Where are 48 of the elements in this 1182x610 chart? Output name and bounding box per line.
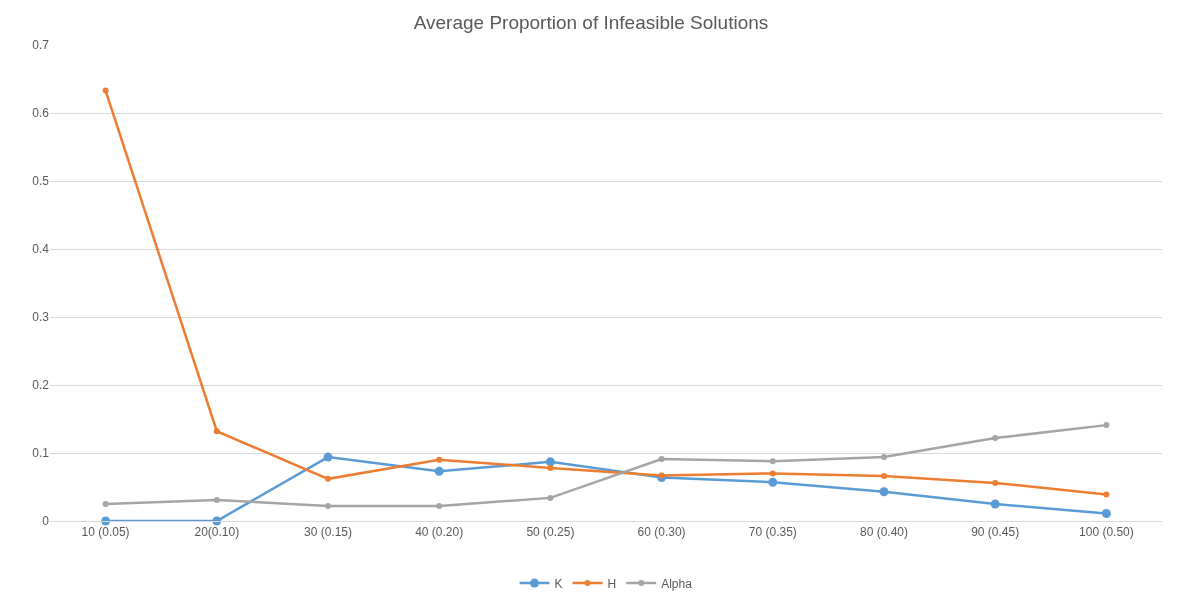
x-tick-label: 30 (0.15) [303,525,353,540]
point [879,487,889,497]
point [213,496,220,503]
point [881,454,887,461]
point [1101,509,1111,519]
x-tick-label: 70 (0.35) [748,525,797,540]
x-tick-label: 20(0.10) [194,525,240,540]
point [436,456,443,463]
point [768,477,778,487]
point [1103,491,1110,498]
legend-label: Alpha [661,576,693,591]
x-tick-label: 80 (0.40) [859,525,909,540]
point [434,466,444,476]
x-tick-label: 50 (0.25) [526,525,575,540]
point [325,475,331,482]
point [325,503,331,510]
point [769,458,776,465]
point [1103,422,1110,429]
point [990,499,1000,509]
y-tick-label: 0.3 [32,310,50,325]
point [102,87,109,94]
y-tick-label: 0.6 [32,106,50,121]
y-tick-label: 0.5 [32,174,50,189]
x-tick-label: 40 (0.20) [415,525,464,540]
chart-title: Average Proportion of Infeasible Solutions [413,11,769,33]
x-tick-label: 10 (0.05) [81,525,130,540]
legend-label: K [554,576,563,591]
point [658,456,665,463]
point [992,435,999,442]
point [102,501,109,507]
x-tick-label: 60 (0.30) [637,525,686,540]
y-tick-label: 0 [42,514,50,529]
point [213,428,220,435]
point [769,470,776,477]
point [545,457,555,467]
y-tick-label: 0.4 [32,242,50,257]
point [323,452,333,462]
point [547,464,554,471]
y-tick-label: 0.2 [32,378,50,393]
y-tick-label: 0.7 [32,38,50,53]
point [992,479,999,486]
point [547,494,554,501]
y-tick-label: 0.1 [32,446,50,461]
x-tick-label: 100 (0.50) [1079,525,1134,540]
point [881,473,887,480]
x-tick-label: 90 (0.45) [971,525,1020,540]
point [436,503,443,510]
legend-label: H [607,576,617,591]
